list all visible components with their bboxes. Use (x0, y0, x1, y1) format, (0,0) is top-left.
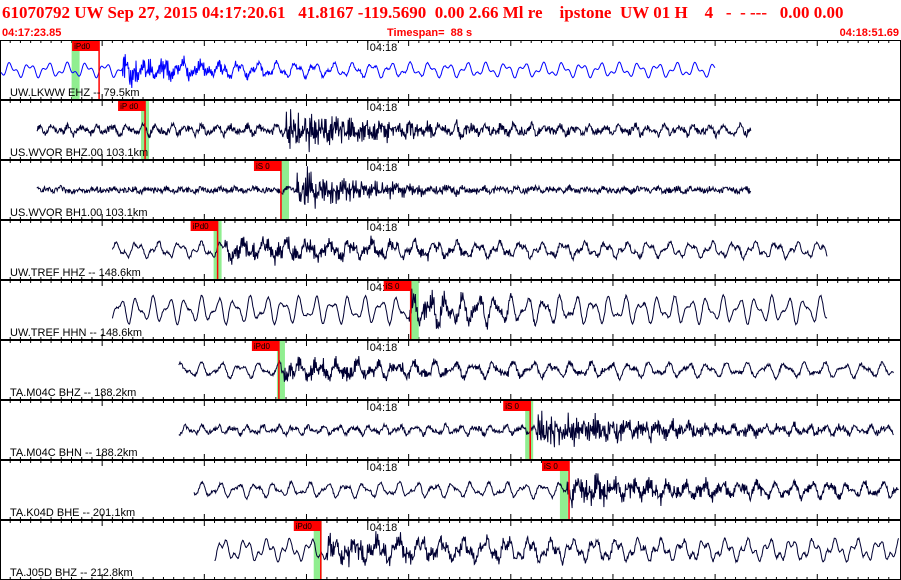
pick-label: iS 0 (256, 162, 270, 171)
station-label: UW.TREF HHZ -- 148.6km (10, 267, 141, 279)
minute-tick-label: 04:18 (370, 402, 398, 414)
minute-tick-label: 04:18 (370, 42, 398, 54)
waveform (178, 355, 894, 382)
panel-frame (0, 460, 901, 520)
pick-flag[interactable] (251, 341, 279, 351)
pick-window (281, 161, 290, 219)
station-label: TA.M04C BHN -- 188.2km (10, 447, 138, 459)
trace-panel: 04:18 iPd0 TA.M04C BHZ -- 188.2km (0, 340, 901, 400)
pick-flag[interactable] (503, 401, 531, 411)
pick-flag[interactable] (383, 281, 411, 291)
waveform (178, 410, 894, 448)
station-label: TA.J05D BHZ -- 212.8km (10, 567, 133, 579)
pick-label: iS 0 (386, 282, 400, 291)
panel-frame (0, 520, 901, 580)
pick-flag[interactable] (293, 521, 321, 531)
timespan-label: Timespan= 88 s (387, 27, 473, 39)
pick-flag[interactable] (72, 41, 100, 51)
start-time: 04:17:23.85 (2, 27, 62, 39)
pick-window (71, 41, 80, 99)
waveform (111, 288, 828, 330)
pick-label: iPd0 (296, 522, 313, 531)
pick-label: iS 0 (505, 402, 519, 411)
pick-flag[interactable] (542, 461, 570, 471)
pick-label: iP d0 (120, 102, 139, 111)
pick-label: iPd0 (74, 42, 91, 51)
event-title: 61070792 UW Sep 27, 2015 04:17:20.61 41.… (2, 3, 844, 22)
trace-panel: 04:18 iP d0 US.WVOR BHZ.00 103.1km (0, 100, 901, 160)
pick-flag[interactable] (190, 221, 218, 231)
station-label: US.WVOR BHZ.00 103.1km (10, 147, 148, 159)
pick-window (410, 281, 419, 339)
trace-panel: 04:18 iS 0 TA.K04D BHE -- 201.1km (0, 460, 901, 520)
pick-label: iPd0 (254, 342, 271, 351)
waveform (0, 54, 716, 89)
pick-label: iPd0 (193, 222, 210, 231)
station-label: TA.K04D BHE -- 201.1km (10, 507, 135, 519)
pick-window (313, 521, 322, 579)
minute-tick-label: 04:18 (370, 342, 398, 354)
minute-tick-label: 04:18 (370, 222, 398, 234)
trace-panel: 04:18 iPd0 UW.LKWW EHZ -- 79.5km (0, 40, 901, 100)
trace-panel: 04:18 iPd0 TA.J05D BHZ -- 212.8km (0, 520, 901, 580)
end-time: 04:18:51.69 (839, 27, 899, 39)
station-label: UW.LKWW EHZ -- 79.5km (10, 87, 140, 99)
station-label: UW.TREF HHN -- 148.6km (10, 327, 142, 339)
seismogram-panels: 04:18 iPd0 UW.LKWW EHZ -- 79.5km 04:18 iP d0… (0, 40, 901, 580)
trace-panel: 04:18 iS 0 TA.M04C BHN -- 188.2km (0, 400, 901, 460)
pick-window (559, 461, 568, 519)
waveform (193, 473, 899, 509)
waveform (111, 235, 828, 266)
pick-flag[interactable] (253, 161, 281, 171)
pick-label: iS 0 (544, 462, 558, 471)
station-label: TA.M04C BHZ -- 188.2km (10, 387, 136, 399)
waveform (214, 531, 899, 568)
station-label: US.WVOR BH1.00 103.1km (10, 207, 148, 219)
minute-tick-label: 04:18 (370, 462, 398, 474)
minute-tick-label: 04:18 (370, 522, 398, 534)
minute-tick-label: 04:18 (370, 162, 398, 174)
pick-flag[interactable] (118, 101, 146, 111)
pick-window (525, 401, 534, 459)
waveform (36, 166, 752, 209)
trace-panel: 04:18 iS 0 US.WVOR BH1.00 103.1km (0, 160, 901, 220)
trace-panel: 04:18 iPd0 UW.TREF HHZ -- 148.6km (0, 220, 901, 280)
minute-tick-label: 04:18 (370, 102, 398, 114)
waveform (36, 109, 752, 153)
time-bar: 04:17:23.85 Timespan= 88 s 04:18:51.69 (0, 26, 901, 40)
